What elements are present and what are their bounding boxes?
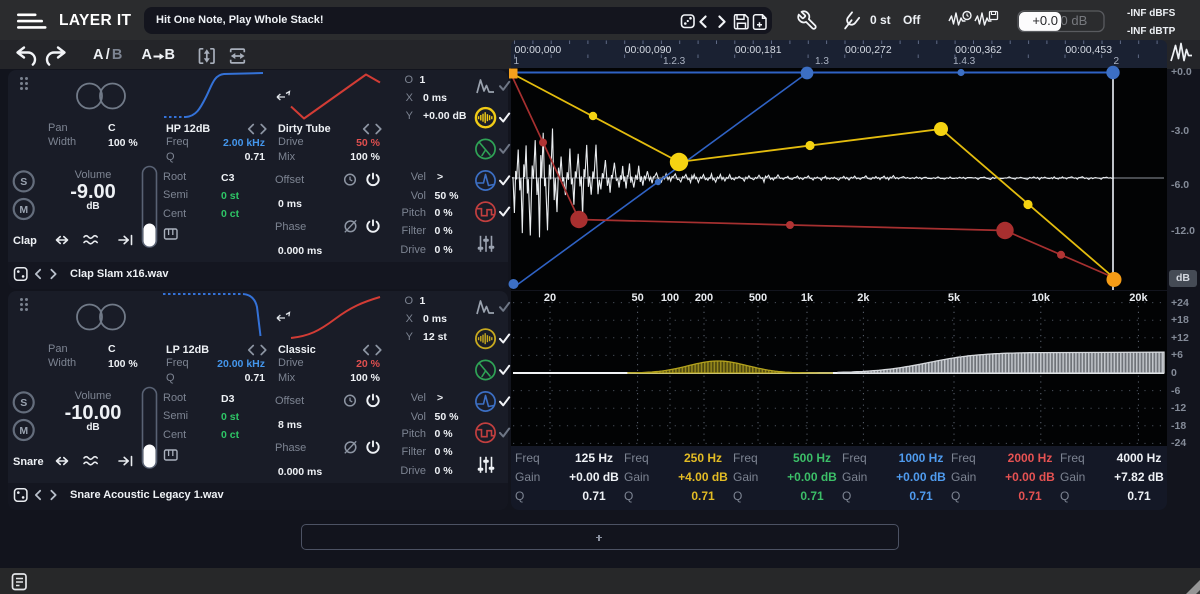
svg-text:M: M bbox=[19, 204, 28, 216]
svg-text:S: S bbox=[20, 397, 27, 409]
svg-text:S: S bbox=[20, 176, 27, 188]
svg-text:M: M bbox=[19, 425, 28, 437]
